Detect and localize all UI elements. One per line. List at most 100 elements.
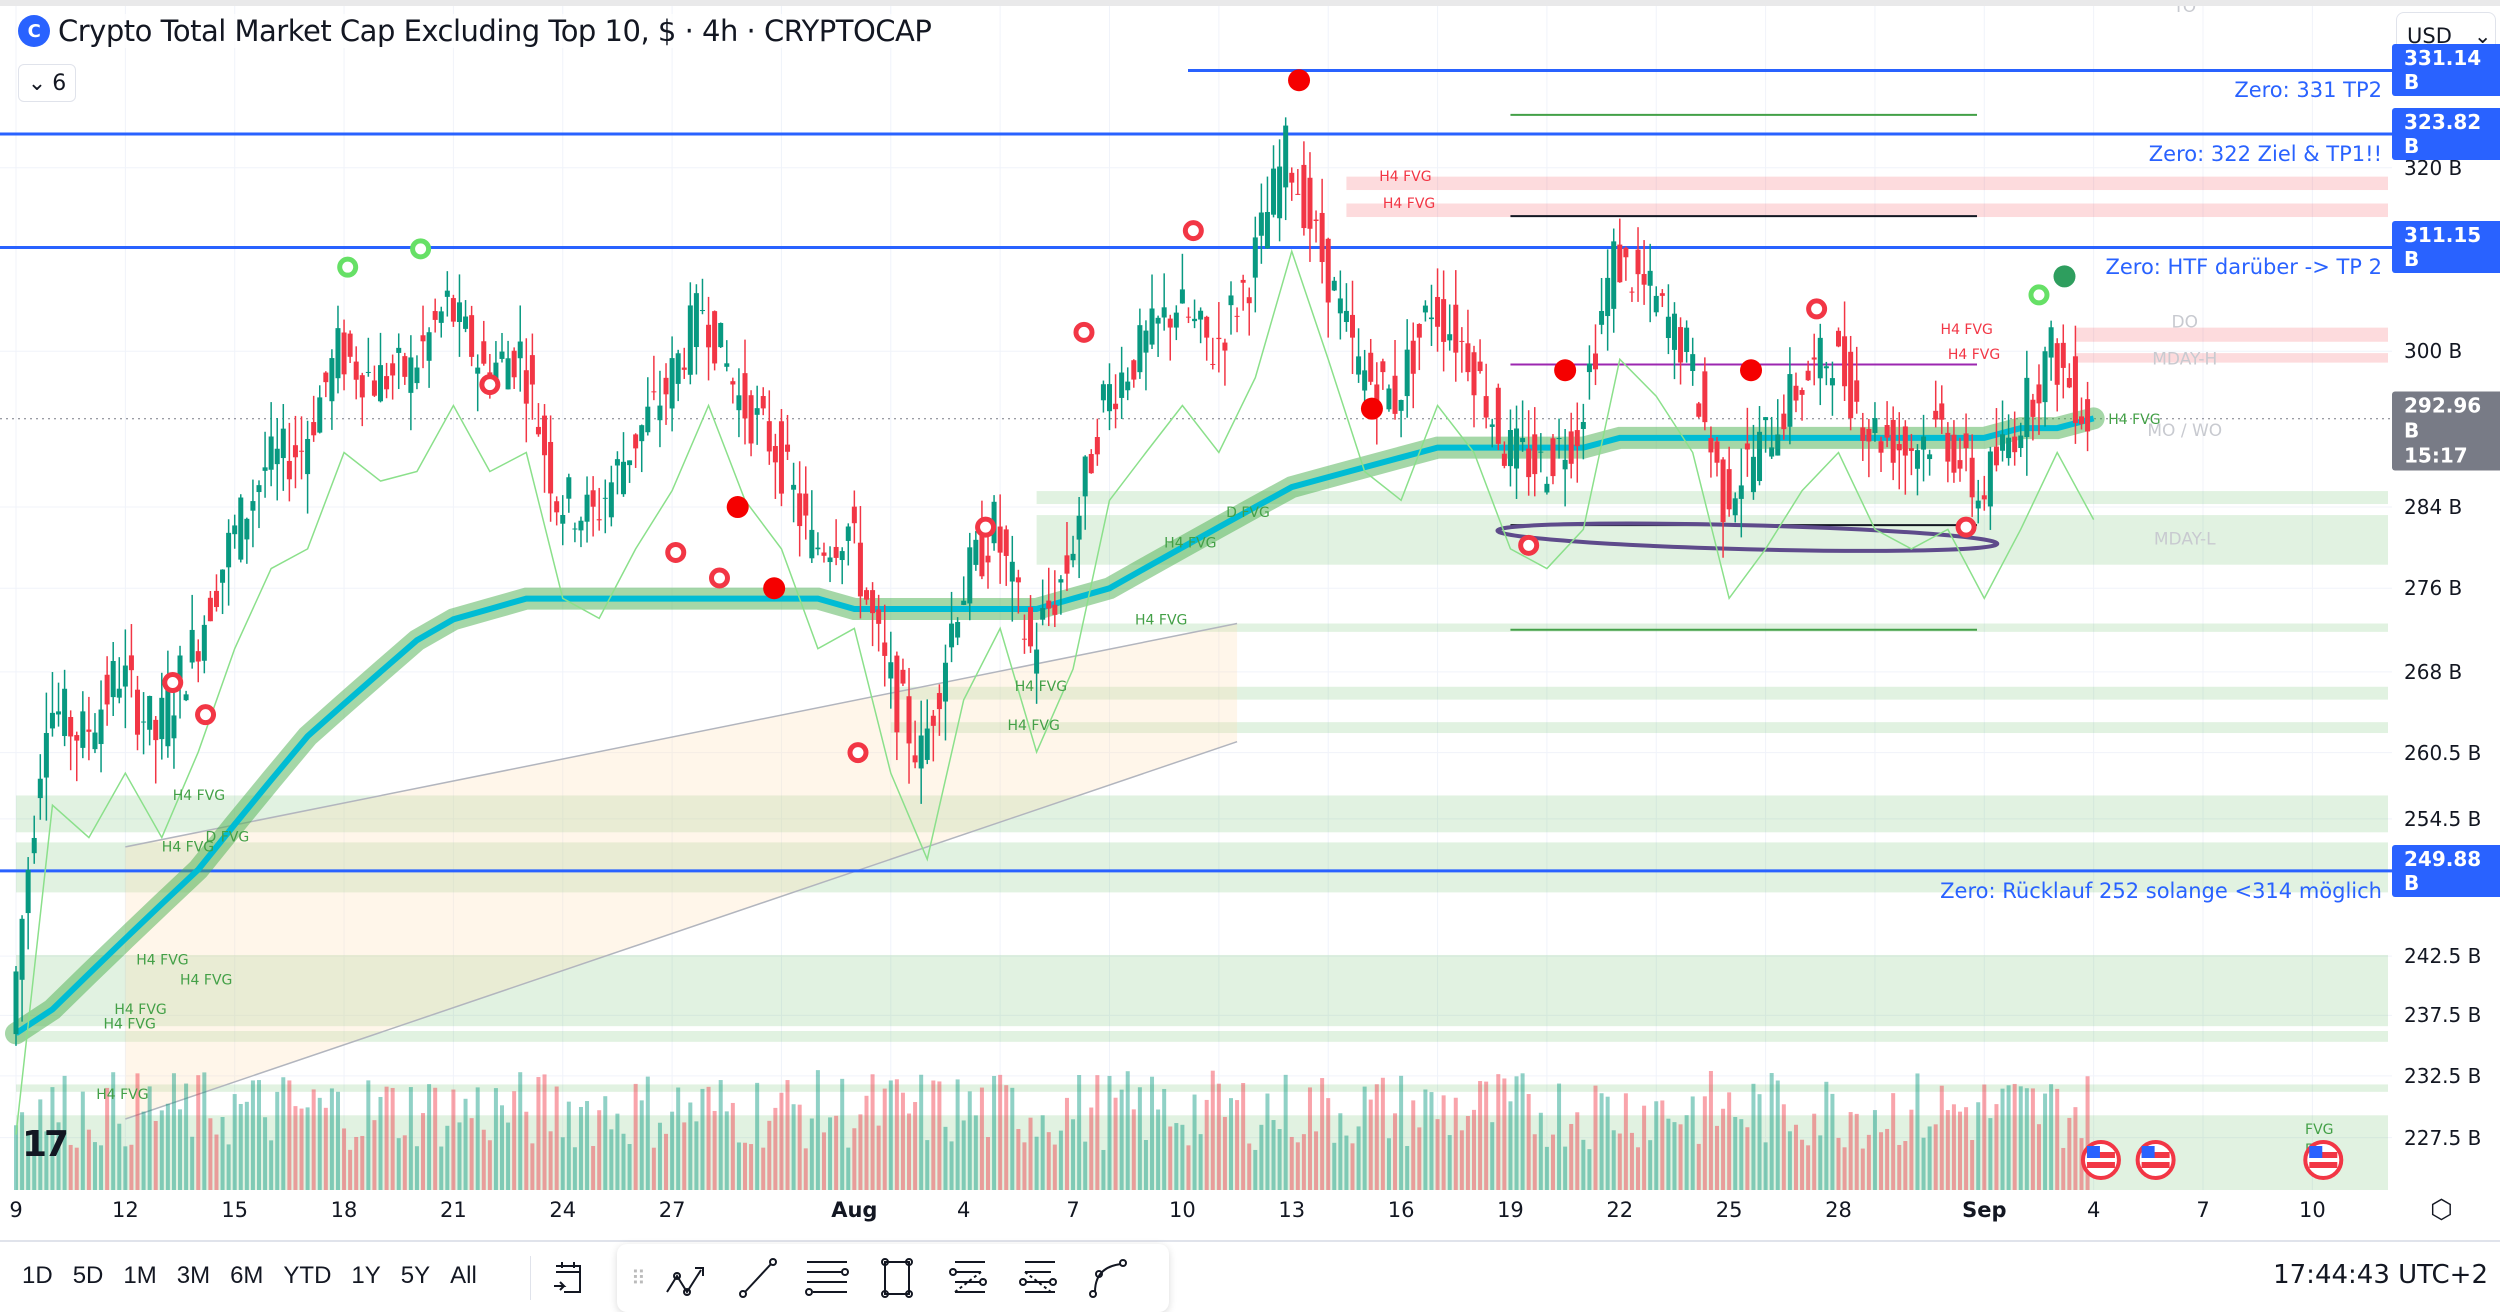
time-axis-tick: 28 (1825, 1198, 1852, 1222)
volume-bar (1793, 1124, 1798, 1190)
volume-bar (761, 1147, 766, 1190)
symbol-title[interactable]: C Crypto Total Market Cap Excluding Top … (18, 14, 932, 48)
volume-bar (1879, 1132, 1884, 1190)
fib-retracement-tool-icon[interactable] (941, 1254, 995, 1302)
candle-body (1337, 298, 1343, 314)
volume-bar (14, 1125, 18, 1190)
volume-bar (548, 1131, 553, 1190)
candle-body (2000, 434, 2006, 451)
price-line-label[interactable]: 323.82 B (2392, 108, 2500, 160)
volume-bar (542, 1074, 547, 1190)
candle-body (627, 460, 633, 466)
fvg-zone (2075, 353, 2388, 363)
candle-body (347, 333, 353, 357)
period-5y-button[interactable]: 5Y (400, 1262, 431, 1289)
candle-body (341, 332, 347, 375)
candle-body (1264, 212, 1270, 249)
chart-note-text[interactable]: Zero: 322 Ziel & TP1!! (2148, 142, 2382, 166)
us-flag-event-icon[interactable] (2080, 1140, 2121, 1180)
volume-bar (1581, 1139, 1586, 1190)
volume-bar (74, 1147, 79, 1190)
candle-body (736, 395, 742, 411)
volume-bar (1787, 1131, 1792, 1190)
volume-bar (718, 1080, 723, 1190)
volume-bar (390, 1087, 395, 1190)
price-line-label[interactable]: 311.15 B (2392, 221, 2500, 274)
rectangle-tool-icon[interactable] (871, 1254, 925, 1302)
fvg-label: H4 FVG (1007, 718, 1059, 734)
candle-body (1848, 351, 1854, 419)
volume-bar (153, 1120, 158, 1190)
candle-body (1319, 212, 1325, 263)
candle-body (1428, 317, 1434, 320)
candle-body (1386, 388, 1392, 410)
signal-ring-marker (479, 374, 501, 396)
candle-body (110, 660, 116, 698)
period-5d-button[interactable]: 5D (72, 1262, 104, 1289)
curve-tool-icon[interactable] (1081, 1254, 1135, 1302)
candle-body (967, 547, 973, 604)
horizontal-lines-tool-icon[interactable] (801, 1254, 855, 1302)
volume-bar (979, 1087, 984, 1190)
price-line-label[interactable]: 331.14 B (2392, 44, 2500, 97)
drag-handle-icon[interactable]: ⠿ (631, 1266, 646, 1290)
period-1y-button[interactable]: 1Y (351, 1262, 381, 1289)
candle-body (912, 755, 918, 763)
period-1m-button[interactable]: 1M (123, 1262, 157, 1289)
volume-bar (414, 1146, 419, 1190)
candle-body (1362, 370, 1368, 391)
volume-bar (1563, 1146, 1568, 1190)
candle-body (1149, 308, 1155, 345)
volume-bar (342, 1128, 347, 1190)
candle-body (1301, 164, 1307, 229)
time-axis-tick: 7 (1066, 1198, 1080, 1222)
candle-body (1854, 380, 1860, 402)
fvg-zone (16, 842, 2388, 893)
candle-body (62, 688, 68, 737)
price-axis-tick: 254.5 B (2404, 806, 2482, 831)
period-6m-button[interactable]: 6M (230, 1262, 264, 1289)
volume-bar (998, 1074, 1003, 1190)
volume-bar (536, 1077, 541, 1190)
time-axis[interactable]: 9 12 15 18 21 24 27 Aug 4 7 10 13 16 19 22 25 28 Sep 4 7 10 (0, 1190, 2392, 1230)
chart-note-text[interactable]: Zero: Rücklauf 252 solange <314 möglich (1940, 878, 2382, 903)
candle-body (785, 444, 791, 452)
us-flag-event-icon[interactable] (2135, 1140, 2176, 1180)
candle-body (213, 590, 219, 608)
chart-note-text[interactable]: Zero: 331 TP2 (2234, 78, 2382, 103)
trend-line-tool-icon[interactable] (731, 1254, 785, 1302)
chart-settings-gear-icon[interactable]: ⬡ (2430, 1195, 2453, 1225)
volume-bar (1180, 1124, 1185, 1190)
candle-body (1216, 337, 1222, 340)
volume-bar (1478, 1081, 1483, 1190)
fib-extension-tool-icon[interactable] (1011, 1254, 1065, 1302)
volume-bar (809, 1118, 814, 1190)
candle-body (1671, 313, 1677, 350)
volume-bar (1927, 1126, 1932, 1190)
candle-body (614, 459, 620, 466)
price-line-label[interactable]: 249.88 B (2392, 844, 2500, 897)
fvg-zone (1036, 491, 2388, 505)
us-flag-event-icon[interactable] (2303, 1140, 2344, 1180)
period-all-button[interactable]: All (450, 1262, 477, 1289)
candle-body (815, 547, 821, 550)
volume-bar (900, 1092, 905, 1190)
period-ytd-button[interactable]: YTD (283, 1262, 332, 1289)
period-3m-button[interactable]: 3M (176, 1262, 211, 1289)
signal-ring-marker (2028, 284, 2050, 306)
candle-body (663, 377, 669, 395)
chart-note-text[interactable]: Zero: HTF darüber -> TP 2 (2105, 255, 2382, 280)
candle-body (220, 569, 226, 583)
period-1d-button[interactable]: 1D (22, 1262, 53, 1289)
indicators-toggle-button[interactable]: ⌄ 6 (18, 64, 76, 102)
clock-timezone[interactable]: 17:44:43 UTC+2 (2273, 1260, 2488, 1290)
candle-body (1113, 403, 1119, 410)
candle-body (1763, 417, 1769, 421)
volume-bar (1356, 1126, 1361, 1190)
path-tool-icon[interactable] (661, 1254, 715, 1302)
volume-bar (1672, 1122, 1677, 1190)
go-to-date-calendar-icon[interactable] (548, 1258, 588, 1306)
volume-bar (1550, 1134, 1555, 1190)
volume-bar (676, 1087, 681, 1190)
